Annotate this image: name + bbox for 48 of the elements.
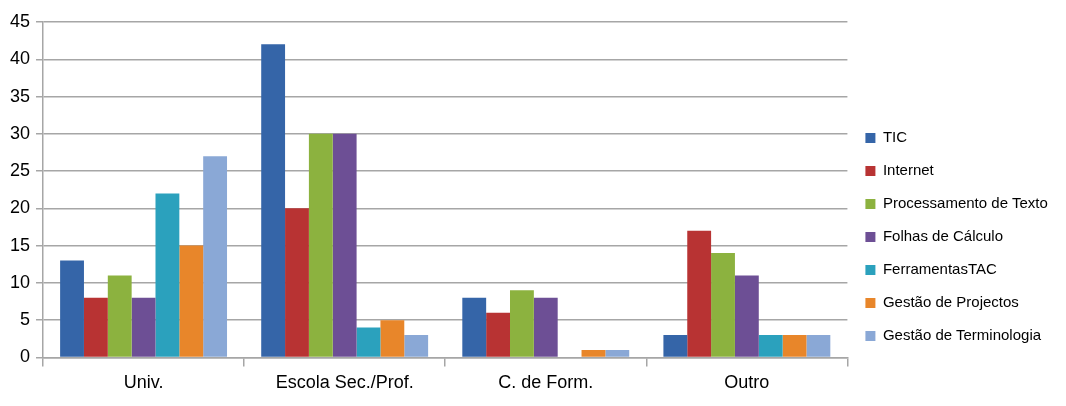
bar [758,335,783,357]
bar [131,297,156,357]
y-tick-label: 20 [9,197,31,218]
x-tick-label: Univ. [123,372,164,393]
y-tick-label: 40 [9,48,31,69]
bar [404,335,429,357]
legend-label: Folhas de Cálculo [882,227,1003,245]
y-tick-label: 5 [20,309,31,330]
legend-label: Gestão de Projectos [882,293,1019,311]
bar [83,297,108,357]
y-tick-label: 35 [9,85,31,106]
bar [806,335,831,357]
x-tick-label: Outro [724,372,770,393]
bar [261,44,286,357]
bar [462,297,487,357]
y-tick-label: 15 [9,234,31,255]
x-tick-label: Escola Sec./Prof. [275,372,414,393]
y-tick-label: 30 [9,122,31,143]
bar [203,156,228,357]
y-tick-label: 45 [9,10,31,31]
bar [711,253,735,357]
y-tick-label: 0 [20,346,31,367]
x-tick-label: C. de Form. [498,372,594,393]
legend-label: FerramentasTAC [882,260,997,278]
bar [60,260,84,357]
bar [486,312,510,357]
y-tick-label: 10 [9,271,31,292]
bar [605,349,630,357]
legend-label: TIC [882,128,908,146]
bar [734,275,759,357]
bar [533,297,558,357]
bar [155,193,180,357]
bar [581,349,606,357]
bar [285,208,309,357]
bar [510,290,534,357]
bar [332,133,357,357]
legend-label: Internet [882,161,935,179]
bar [107,275,132,357]
bar [380,320,405,357]
bar [663,335,688,357]
bar [356,327,381,357]
bar [782,335,807,357]
bar [687,230,712,357]
bar [179,245,204,357]
y-tick-label: 25 [9,160,31,181]
legend-label: Gestão de Terminologia [882,326,1042,344]
legend-label: Processamento de Texto [882,194,1048,212]
bar [308,133,333,357]
